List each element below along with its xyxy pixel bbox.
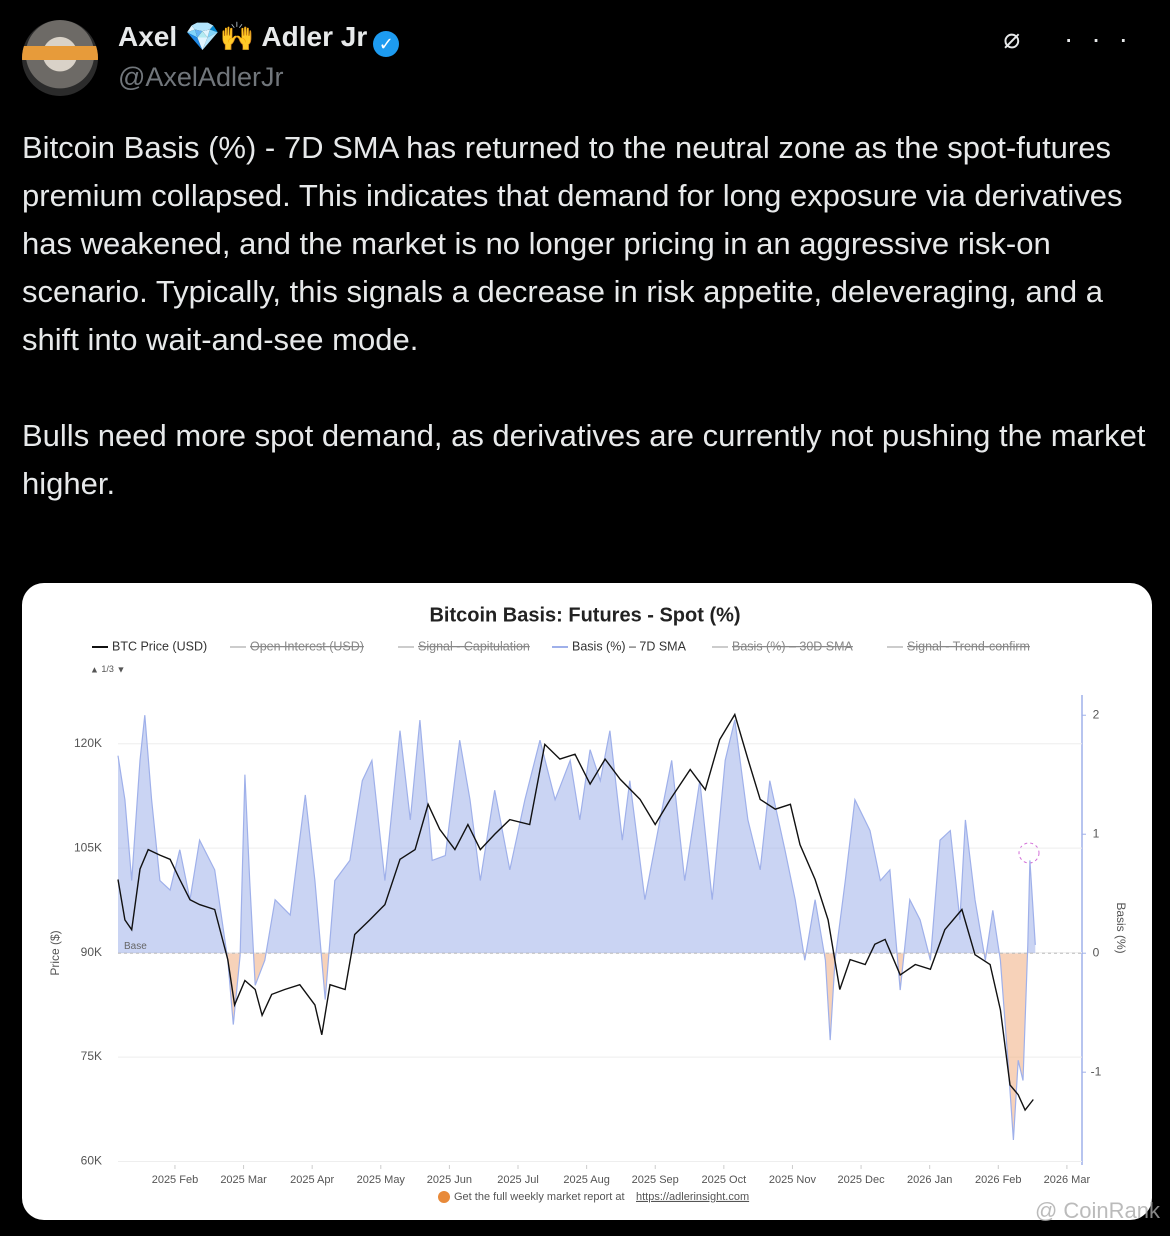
x-tick-label: 2026 Mar (1044, 1174, 1091, 1186)
footer-icon (438, 1191, 450, 1203)
legend-entry-hidden[interactable]: Basis (%) – 30D SMA (732, 639, 854, 653)
author-handle[interactable]: @AxelAdlerJr (118, 62, 284, 92)
name-first: Axel (118, 21, 178, 52)
tweet-text: Bitcoin Basis (%) - 7D SMA has returned … (22, 124, 1147, 556)
paragraph: Bulls need more spot demand, as derivati… (22, 418, 1146, 501)
legend-entry-hidden[interactable]: Signal - Capitulation (418, 639, 530, 653)
paragraph: Bitcoin Basis (%) - 7D SMA has returned … (22, 130, 1123, 357)
y-axis-title: Price ($) (48, 930, 62, 975)
x-tick-label: 2025 Aug (563, 1174, 610, 1186)
signal-marker (1018, 842, 1040, 864)
legend-entry[interactable]: BTC Price (USD) (112, 639, 207, 653)
footer-text: Get the full weekly market report at (454, 1191, 625, 1203)
legend-entry-hidden[interactable]: Open Interest (USD) (250, 639, 364, 653)
chart-title: Bitcoin Basis: Futures - Spot (%) (429, 604, 740, 626)
base-label: Base (124, 941, 147, 952)
x-tick-label: 2026 Feb (975, 1174, 1021, 1186)
y-tick-label: 120K (74, 736, 102, 750)
x-tick-label: 2025 Apr (290, 1174, 334, 1186)
x-tick-label: 2026 Jan (907, 1174, 952, 1186)
basis-area-positive (118, 715, 1036, 954)
watermark: @ CoinRank (1034, 1198, 1160, 1223)
name-emoji: 💎🙌 (184, 21, 255, 52)
legend-entry-hidden[interactable]: Signal - Trend-confirm (907, 639, 1030, 653)
tweet-actions[interactable]: ⌀ ··· (1003, 23, 1146, 54)
author-name[interactable]: Axel 💎🙌 Adler Jr ✓ (118, 20, 400, 57)
name-last: Adler Jr (261, 21, 368, 52)
avatar[interactable] (22, 20, 98, 96)
y2-tick-label: -1 (1091, 1064, 1102, 1078)
y2-tick-label: 0 (1093, 945, 1100, 959)
y-tick-label: 105K (74, 840, 102, 854)
x-tick-label: 2025 Jul (497, 1174, 539, 1186)
x-tick-label: 2025 Nov (769, 1174, 817, 1186)
x-tick-label: 2025 Oct (702, 1174, 747, 1186)
y-tick-label: 90K (81, 945, 102, 959)
y-tick-label: 60K (81, 1154, 102, 1168)
chart-card[interactable]: Bitcoin Basis: Futures - Spot (%) ▲ 1/3 … (22, 583, 1152, 1220)
price-line (117, 712, 1034, 1112)
y2-tick-label: 1 (1093, 826, 1100, 840)
legend-pager[interactable]: ▲ 1/3 ▼ (90, 664, 125, 674)
chart: Bitcoin Basis: Futures - Spot (%) ▲ 1/3 … (48, 604, 1128, 1203)
x-tick-label: 2025 Dec (838, 1174, 886, 1186)
legend-entry[interactable]: Basis (%) – 7D SMA (572, 639, 687, 653)
basis-line (117, 715, 1036, 1141)
y-tick-label: 75K (81, 1049, 102, 1063)
x-tick-label: 2025 May (357, 1174, 406, 1186)
legend-page: 1/3 (101, 664, 114, 674)
y2-tick-label: 2 (1093, 707, 1100, 721)
x-tick-label: 2025 Sep (632, 1174, 679, 1186)
footer-link[interactable]: https://adlerinsight.com (636, 1191, 749, 1203)
x-tick-label: 2025 Mar (220, 1174, 267, 1186)
x-tick-label: 2025 Feb (152, 1174, 198, 1186)
x-tick-label: 2025 Jun (427, 1174, 472, 1186)
y2-axis-title: Basis (%) (1114, 902, 1128, 953)
verified-badge: ✓ (373, 31, 400, 57)
